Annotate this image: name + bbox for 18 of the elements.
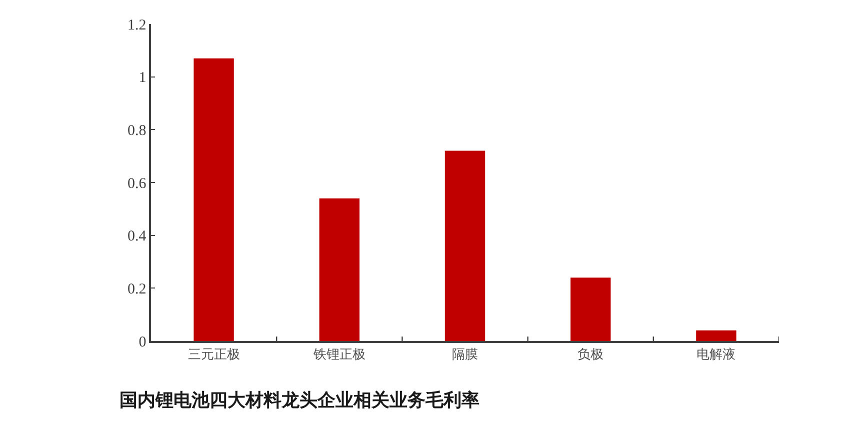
x-tick-label: 三元正极 <box>188 346 240 362</box>
x-tick-label: 铁锂正极 <box>312 346 366 362</box>
y-tick-label: 0.4 <box>128 228 147 245</box>
x-tick-label: 隔膜 <box>452 346 478 362</box>
text: 国内锂电池四大材料龙头企业相关业务毛利率 <box>120 390 480 410</box>
y-tick-label: 0.8 <box>128 122 146 139</box>
y-tick-label: 0.6 <box>128 176 147 192</box>
bar <box>319 198 360 341</box>
y-tick-label: 0 <box>138 334 146 350</box>
y-tick-label: 1 <box>138 70 146 86</box>
x-tick-label: 负极 <box>578 346 604 362</box>
bar <box>696 330 736 341</box>
y-tick-label: 1.2 <box>128 17 146 34</box>
y-tick-label: 0.2 <box>128 281 146 298</box>
x-tick-label: 电解液 <box>696 346 736 362</box>
bar <box>194 58 234 341</box>
bar <box>444 150 486 341</box>
bar <box>570 278 611 341</box>
